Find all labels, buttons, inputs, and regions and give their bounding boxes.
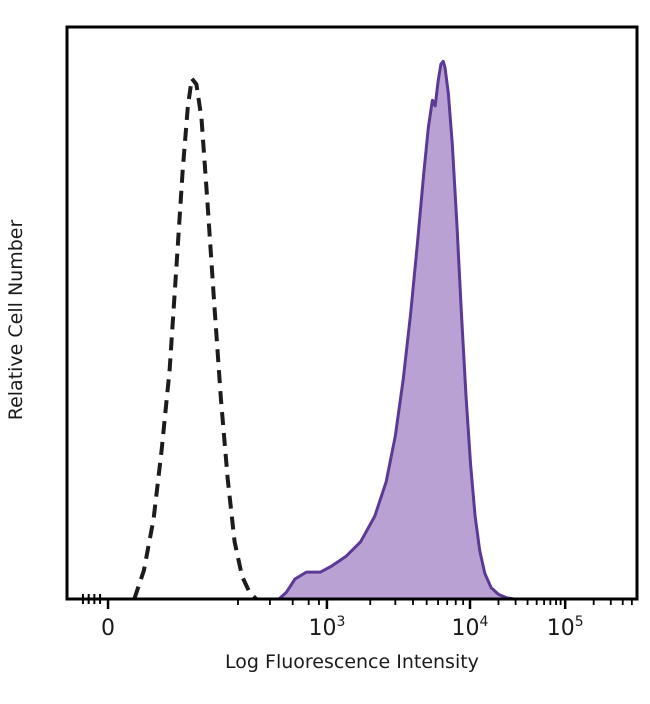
dashed-negative-control-peak — [132, 76, 258, 601]
x-tick-label: 105 — [547, 614, 584, 641]
plot-frame — [65, 25, 639, 601]
x-axis-ticks — [81, 594, 633, 609]
filled-positive-peak — [277, 59, 516, 601]
x-axis-tick-labels: 0 103 104 105 — [101, 614, 584, 641]
histogram-curves — [132, 59, 516, 601]
x-tick-label: 103 — [308, 614, 345, 641]
x-tick-label: 104 — [452, 614, 489, 641]
x-axis-title: Log Fluorescence Intensity — [225, 651, 479, 673]
y-axis-title: Relative Cell Number — [5, 220, 27, 421]
x-tick-label: 0 — [101, 616, 115, 641]
